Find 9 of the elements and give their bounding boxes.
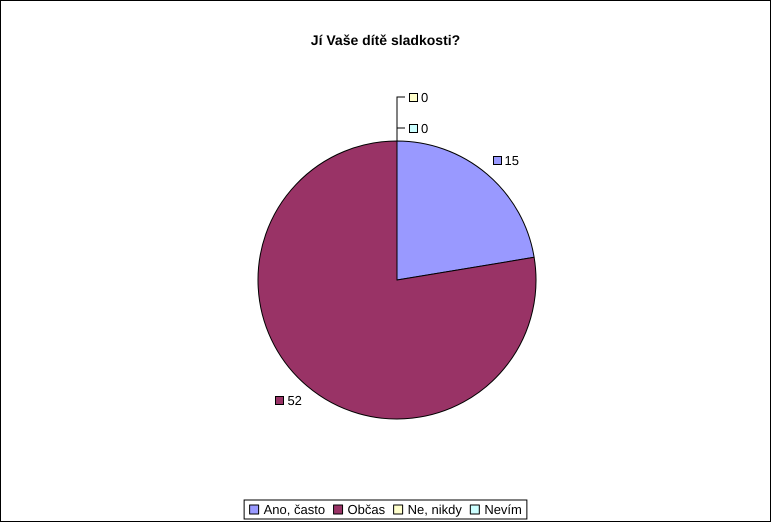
text: 0 bbox=[421, 121, 428, 136]
data-label: 52 bbox=[287, 392, 302, 408]
text: 0 bbox=[421, 90, 428, 105]
legend-label: Ano, často bbox=[264, 502, 326, 517]
legend-label: Občas bbox=[348, 502, 386, 517]
chart-title: Jí Vaše dítě sladkosti? bbox=[310, 32, 460, 48]
data-label: 15 bbox=[504, 153, 519, 168]
legend-label: Ne, nikdy bbox=[408, 502, 462, 517]
legend-label: Nevím bbox=[484, 502, 522, 517]
